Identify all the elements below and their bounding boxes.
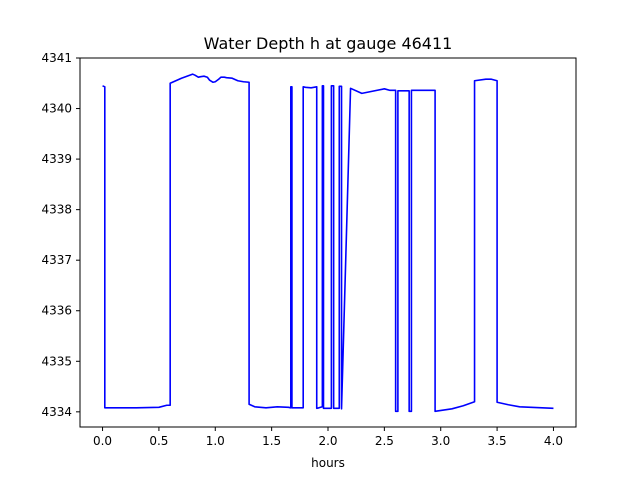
x-tick-label: 0.5 (149, 434, 168, 448)
x-tick-label: 3.0 (431, 434, 450, 448)
y-tick-label: 4341 (41, 51, 72, 65)
plot-frame (79, 57, 577, 428)
x-tick-label: 0.0 (93, 434, 112, 448)
y-tick-label: 4336 (41, 304, 72, 318)
x-tick-label: 2.0 (318, 434, 337, 448)
series-line-0 (102, 73, 554, 413)
x-tick-label: 2.5 (375, 434, 394, 448)
y-tick-label: 4338 (41, 203, 72, 217)
x-tick-label: 1.0 (206, 434, 225, 448)
x-tick-label: 3.5 (488, 434, 507, 448)
y-tick-label: 4340 (41, 102, 72, 116)
x-tick-label: 4.0 (544, 434, 563, 448)
x-axis-ticks: 0.0 0.5 1.0 1.5 2.0 2.5 3.0 3.5 4.0 (93, 427, 563, 448)
y-tick-label: 4334 (41, 405, 72, 419)
y-axis-ticks: 4334 4335 4336 4337 4338 4339 4340 4341 (41, 51, 80, 419)
plot-area (79, 57, 577, 428)
x-axis-label: hours (311, 456, 345, 470)
chart-title: Water Depth h at gauge 46411 (204, 34, 453, 53)
y-tick-label: 4335 (41, 354, 72, 368)
y-tick-label: 4339 (41, 152, 72, 166)
y-tick-label: 4337 (41, 253, 72, 267)
x-tick-label: 1.5 (262, 434, 281, 448)
